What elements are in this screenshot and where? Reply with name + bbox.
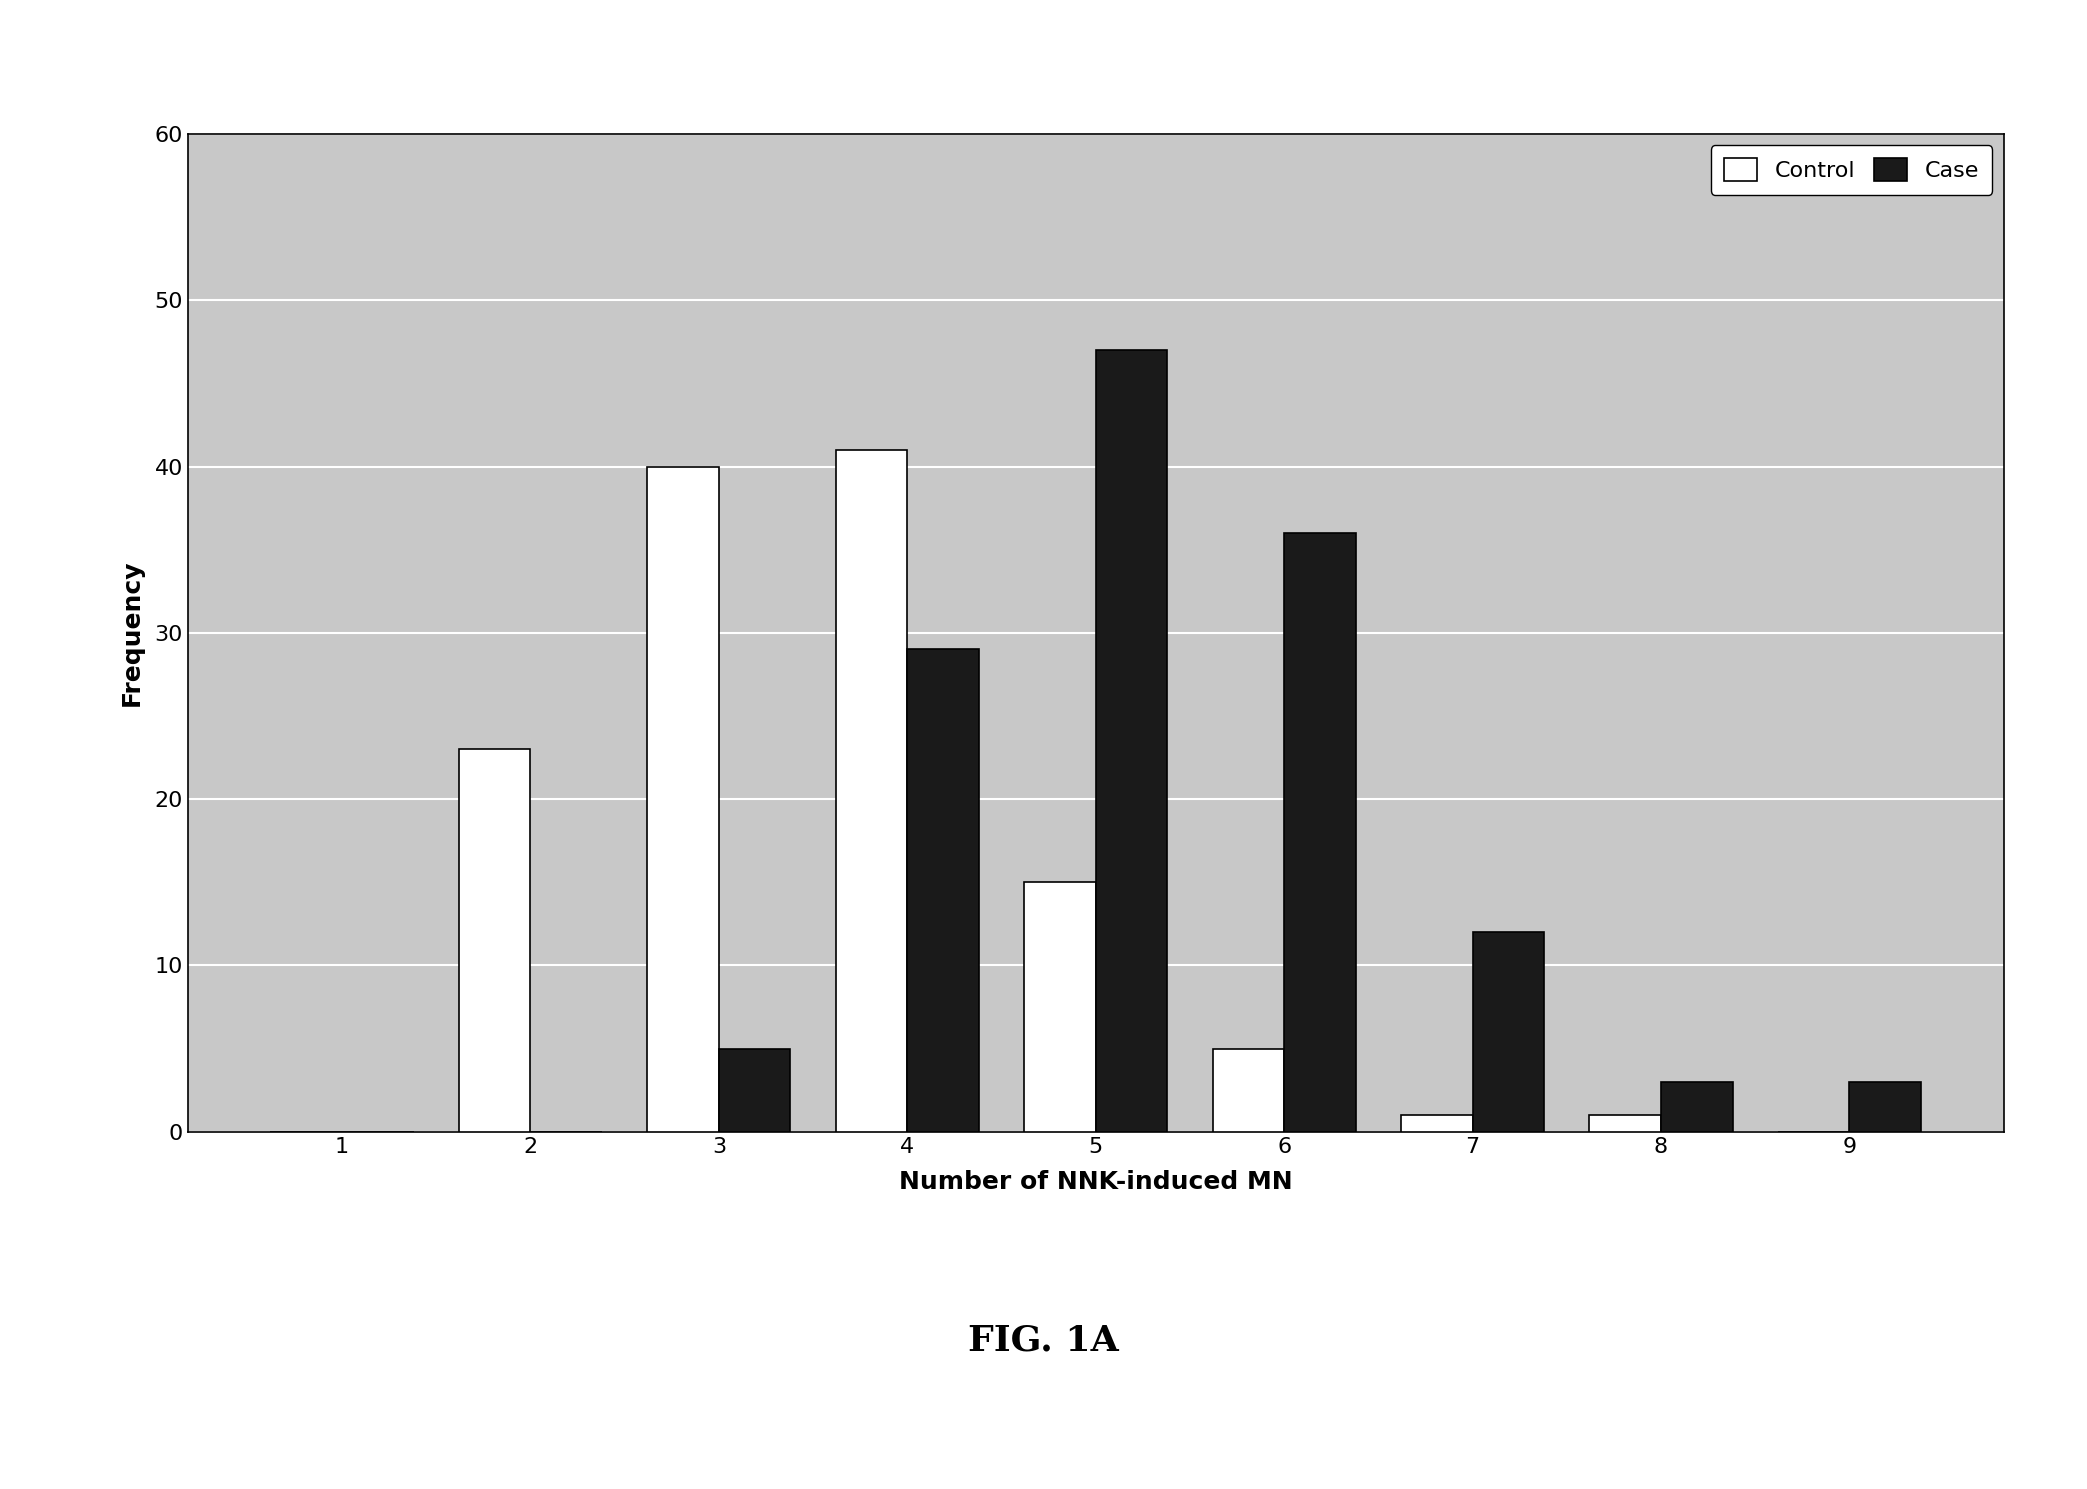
Bar: [647, 466, 718, 1132]
Bar: [1661, 1081, 1732, 1132]
Bar: [718, 1048, 791, 1132]
Bar: [1473, 932, 1544, 1132]
Bar: [1284, 533, 1357, 1132]
Bar: [1025, 881, 1096, 1132]
Bar: [1400, 1115, 1473, 1132]
Bar: [459, 749, 530, 1132]
Y-axis label: Frequency: Frequency: [119, 560, 144, 706]
Bar: [835, 450, 908, 1132]
Legend: Control, Case: Control, Case: [1711, 144, 1993, 195]
Bar: [908, 649, 979, 1132]
Bar: [1590, 1115, 1661, 1132]
Bar: [1213, 1048, 1284, 1132]
Text: FIG. 1A: FIG. 1A: [968, 1324, 1119, 1356]
Bar: [1096, 350, 1167, 1132]
X-axis label: Number of NNK-induced MN: Number of NNK-induced MN: [899, 1170, 1292, 1194]
Bar: [1849, 1081, 1920, 1132]
